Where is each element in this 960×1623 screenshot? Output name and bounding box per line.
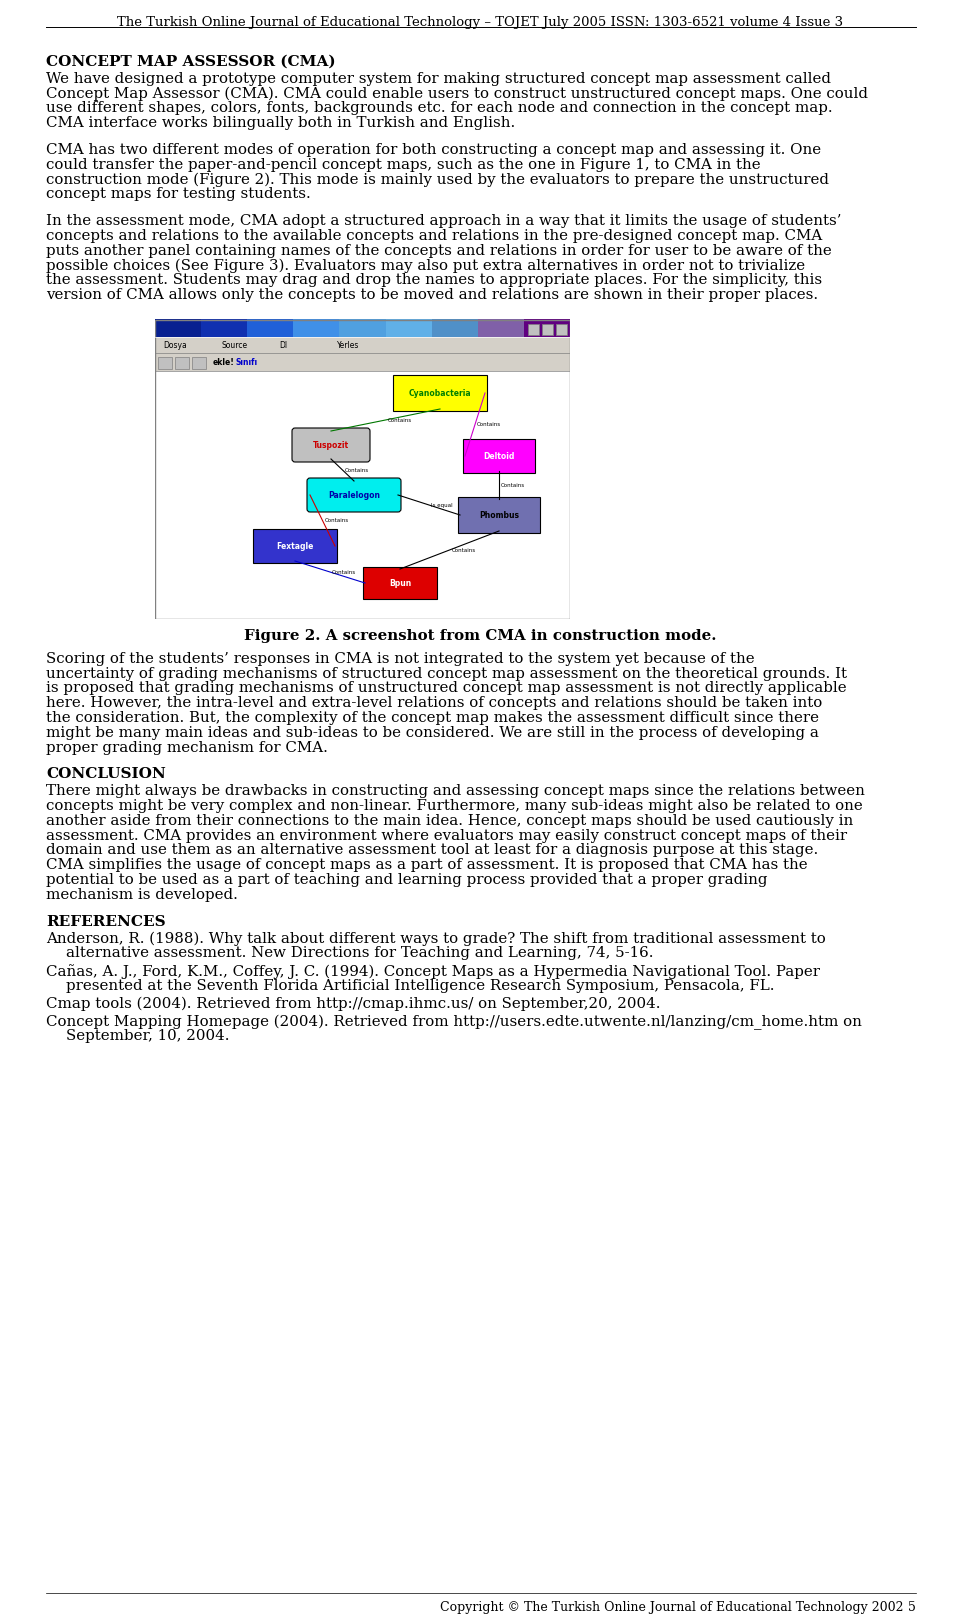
FancyBboxPatch shape: [201, 320, 249, 338]
Text: Cañas, A. J., Ford, K.M., Coffey, J. C. (1994). Concept Maps as a Hypermedia Nav: Cañas, A. J., Ford, K.M., Coffey, J. C. …: [46, 964, 820, 979]
FancyBboxPatch shape: [192, 357, 206, 368]
Text: here. However, the intra-level and extra-level relations of concepts and relatio: here. However, the intra-level and extra…: [46, 696, 823, 711]
FancyBboxPatch shape: [463, 438, 535, 472]
Text: mechanism is developed.: mechanism is developed.: [46, 888, 238, 902]
FancyBboxPatch shape: [556, 325, 567, 334]
Text: Cyanobacteria: Cyanobacteria: [409, 388, 471, 398]
Text: There might always be drawbacks in constructing and assessing concept maps since: There might always be drawbacks in const…: [46, 784, 865, 799]
Text: CMA interface works bilingually both in Turkish and English.: CMA interface works bilingually both in …: [46, 117, 516, 130]
FancyBboxPatch shape: [292, 428, 370, 463]
Text: Yerles: Yerles: [337, 341, 359, 349]
Text: presented at the Seventh Florida Artificial Intelligence Research Symposium, Pen: presented at the Seventh Florida Artific…: [66, 979, 775, 993]
Text: Paralelogon: Paralelogon: [328, 490, 380, 500]
Text: Dosya: Dosya: [163, 341, 187, 349]
Text: Is equal: Is equal: [431, 503, 452, 508]
Text: Anderson, R. (1988). Why talk about different ways to grade? The shift from trad: Anderson, R. (1988). Why talk about diff…: [46, 932, 826, 946]
FancyBboxPatch shape: [155, 320, 203, 338]
Text: Contains: Contains: [388, 417, 412, 422]
Text: another aside from their connections to the main idea. Hence, concept maps shoul: another aside from their connections to …: [46, 813, 853, 828]
Text: Fextagle: Fextagle: [276, 542, 314, 550]
Text: possible choices (See Figure 3). Evaluators may also put extra alternatives in o: possible choices (See Figure 3). Evaluat…: [46, 258, 805, 273]
Text: Contains: Contains: [324, 518, 348, 523]
Text: Sınıfı: Sınıfı: [235, 357, 257, 367]
Text: concepts and relations to the available concepts and relations in the pre-design: concepts and relations to the available …: [46, 229, 823, 243]
Text: We have designed a prototype computer system for making structured concept map a: We have designed a prototype computer sy…: [46, 71, 831, 86]
Text: Source: Source: [221, 341, 247, 349]
Text: Copyright © The Turkish Online Journal of Educational Technology 2002: Copyright © The Turkish Online Journal o…: [440, 1600, 903, 1613]
Text: Contains: Contains: [451, 547, 475, 552]
Text: 5: 5: [908, 1600, 916, 1613]
Text: concepts might be very complex and non-linear. Furthermore, many sub-ideas might: concepts might be very complex and non-l…: [46, 799, 863, 813]
Text: potential to be used as a part of teaching and learning process provided that a : potential to be used as a part of teachi…: [46, 873, 767, 888]
Text: Bpun: Bpun: [389, 578, 411, 588]
Text: REFERENCES: REFERENCES: [46, 915, 166, 928]
FancyBboxPatch shape: [528, 325, 539, 334]
Text: Scoring of the students’ responses in CMA is not integrated to the system yet be: Scoring of the students’ responses in CM…: [46, 652, 755, 665]
Text: Contains: Contains: [501, 482, 525, 487]
Text: might be many main ideas and sub-ideas to be considered. We are still in the pro: might be many main ideas and sub-ideas t…: [46, 725, 819, 740]
Text: Tuspozit: Tuspozit: [313, 440, 349, 450]
Text: Contains: Contains: [345, 467, 369, 472]
Text: Dl: Dl: [279, 341, 287, 349]
Text: CMA has two different modes of operation for both constructing a concept map and: CMA has two different modes of operation…: [46, 143, 821, 157]
FancyBboxPatch shape: [393, 375, 487, 411]
FancyBboxPatch shape: [542, 325, 553, 334]
Text: Figure 2. A screenshot from CMA in construction mode.: Figure 2. A screenshot from CMA in const…: [244, 630, 716, 643]
Text: Contains: Contains: [332, 570, 356, 575]
FancyBboxPatch shape: [478, 320, 525, 338]
Text: Concept Map Assessor (CMA). CMA could enable users to construct unstructured con: Concept Map Assessor (CMA). CMA could en…: [46, 86, 868, 101]
Text: September, 10, 2004.: September, 10, 2004.: [66, 1029, 229, 1044]
Text: Deltoid: Deltoid: [483, 451, 515, 461]
FancyBboxPatch shape: [155, 338, 570, 352]
Text: Contains: Contains: [477, 422, 501, 427]
Text: alternative assessment. New Directions for Teaching and Learning, 74, 5-16.: alternative assessment. New Directions f…: [66, 946, 654, 961]
Text: ekle!: ekle!: [213, 357, 235, 367]
Text: In the assessment mode, CMA adopt a structured approach in a way that it limits : In the assessment mode, CMA adopt a stru…: [46, 214, 842, 229]
Text: uncertainty of grading mechanisms of structured concept map assessment on the th: uncertainty of grading mechanisms of str…: [46, 667, 847, 680]
Text: proper grading mechanism for CMA.: proper grading mechanism for CMA.: [46, 740, 328, 755]
Text: assessment. CMA provides an environment where evaluators may easily construct co: assessment. CMA provides an environment …: [46, 829, 847, 842]
Text: concept maps for testing students.: concept maps for testing students.: [46, 187, 311, 201]
Text: Cmap tools (2004). Retrieved from http://cmap.ihmc.us/ on September,20, 2004.: Cmap tools (2004). Retrieved from http:/…: [46, 997, 660, 1011]
Text: could transfer the paper-and-pencil concept maps, such as the one in Figure 1, t: could transfer the paper-and-pencil conc…: [46, 157, 760, 172]
Text: CONCLUSION: CONCLUSION: [46, 768, 166, 781]
FancyBboxPatch shape: [340, 320, 387, 338]
FancyBboxPatch shape: [363, 566, 437, 599]
Text: construction mode (Figure 2). This mode is mainly used by the evaluators to prep: construction mode (Figure 2). This mode …: [46, 172, 829, 187]
FancyBboxPatch shape: [248, 320, 295, 338]
FancyBboxPatch shape: [386, 320, 433, 338]
FancyBboxPatch shape: [155, 352, 570, 372]
Text: CMA simplifies the usage of concept maps as a part of assessment. It is proposed: CMA simplifies the usage of concept maps…: [46, 859, 807, 872]
Text: puts another panel containing names of the concepts and relations in order for u: puts another panel containing names of t…: [46, 243, 831, 258]
Text: Concept Mapping Homepage (2004). Retrieved from http://users.edte.utwente.nl/lan: Concept Mapping Homepage (2004). Retriev…: [46, 1014, 862, 1029]
Text: is proposed that grading mechanisms of unstructured concept map assessment is no: is proposed that grading mechanisms of u…: [46, 682, 847, 695]
FancyBboxPatch shape: [458, 497, 540, 532]
Text: version of CMA allows only the concepts to be moved and relations are shown in t: version of CMA allows only the concepts …: [46, 289, 818, 302]
FancyBboxPatch shape: [175, 357, 189, 368]
FancyBboxPatch shape: [524, 320, 571, 338]
Text: domain and use them as an alternative assessment tool at least for a diagnosis p: domain and use them as an alternative as…: [46, 844, 818, 857]
FancyBboxPatch shape: [432, 320, 479, 338]
FancyBboxPatch shape: [253, 529, 337, 563]
Text: CONCEPT MAP ASSESSOR (CMA): CONCEPT MAP ASSESSOR (CMA): [46, 55, 336, 70]
Text: the consideration. But, the complexity of the concept map makes the assessment d: the consideration. But, the complexity o…: [46, 711, 819, 725]
FancyBboxPatch shape: [155, 372, 570, 618]
Text: The Turkish Online Journal of Educational Technology – TOJET July 2005 ISSN: 130: The Turkish Online Journal of Educationa…: [117, 16, 843, 29]
Text: the assessment. Students may drag and drop the names to appropriate places. For : the assessment. Students may drag and dr…: [46, 273, 822, 287]
Text: use different shapes, colors, fonts, backgrounds etc. for each node and connecti: use different shapes, colors, fonts, bac…: [46, 101, 832, 115]
Text: Phombus: Phombus: [479, 511, 519, 519]
FancyBboxPatch shape: [307, 479, 401, 511]
FancyBboxPatch shape: [158, 357, 172, 368]
FancyBboxPatch shape: [294, 320, 341, 338]
